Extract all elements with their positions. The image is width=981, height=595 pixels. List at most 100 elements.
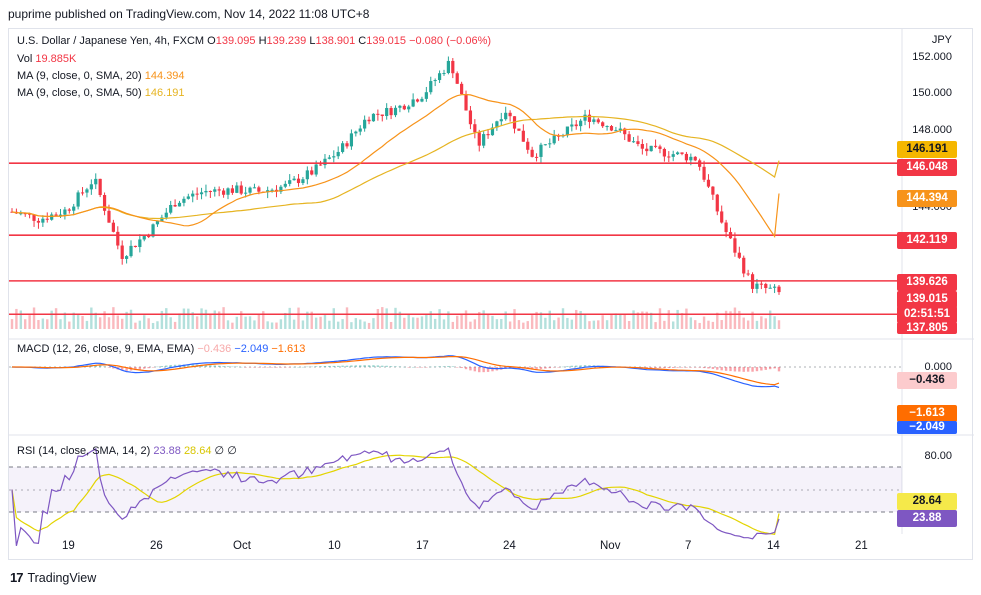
macd-label: MACD (12, 26, close, 9, EMA, EMA) (17, 343, 195, 355)
time-axis-label: 26 (150, 540, 163, 552)
candle-body (314, 164, 318, 175)
macd-hist-bar (98, 365, 102, 367)
tradingview-footer[interactable]: 17 TradingView (10, 570, 96, 585)
candle-body (446, 60, 450, 74)
volume-bar (266, 321, 269, 329)
rsi-legend[interactable]: RSI (14, close, SMA, 14, 2) 23.88 28.64 … (17, 444, 237, 457)
volume-bar (460, 315, 463, 329)
macd-hist-bar (548, 367, 551, 369)
volume-bar (522, 322, 525, 329)
macd-hist-bar (336, 365, 340, 367)
macd-hist-bar (685, 367, 688, 368)
close-label: C (358, 35, 367, 47)
candle-body (142, 236, 146, 240)
macd-hist-bar (720, 367, 723, 371)
volume-bar (535, 311, 538, 329)
volume-bar (429, 311, 432, 329)
chart-frame[interactable]: U.S. Dollar / Japanese Yen, 4h, FXCM O13… (8, 28, 974, 561)
macd-hist-bar (385, 365, 388, 367)
volume-bar (292, 319, 296, 329)
rsi-line (11, 447, 780, 546)
candle-body (54, 214, 58, 216)
volume-bar (724, 310, 728, 329)
candles[interactable] (10, 56, 781, 295)
candle-body (155, 220, 160, 225)
candle-body (411, 99, 415, 107)
macd-hist-bar (279, 367, 283, 368)
candle-body (415, 99, 420, 102)
macd-hist-bar (460, 367, 463, 369)
candle-body (772, 286, 777, 288)
macd-hist-bar (764, 367, 767, 370)
volume-bar (28, 315, 31, 329)
volume-bar (240, 311, 243, 329)
volume-bar (486, 313, 490, 329)
macd-hist-bar (751, 367, 754, 372)
price-tag-level-2: 142.119 (897, 232, 957, 249)
volume-bar (90, 307, 93, 329)
macd-tag-signal: −1.613 (897, 405, 957, 422)
macd-hist-bar (292, 366, 296, 368)
volume-bar (588, 321, 591, 329)
macd-hist-bar (438, 366, 441, 367)
price-tag-ma50: 146.191 (897, 141, 957, 158)
candle-body (63, 209, 67, 215)
macd-hist-bar (716, 367, 719, 370)
macd-hist-bar (284, 367, 287, 368)
macd-hist-bar (332, 365, 335, 367)
candle-body (169, 205, 173, 213)
volume-bar (433, 318, 437, 329)
volume-bar (389, 321, 393, 329)
volume-bar (19, 310, 23, 329)
volume-bar (332, 308, 335, 329)
macd-hist-bar (107, 367, 111, 368)
candle-body (579, 120, 583, 127)
macd-hist-bar (262, 367, 265, 368)
candle-body (614, 130, 618, 132)
ma20-line (11, 93, 780, 238)
candle-body (587, 114, 592, 122)
volume-bar (165, 308, 168, 329)
candle-body (733, 238, 737, 253)
macd-hist-bar (407, 367, 410, 368)
price-tag-countdown: 02:51:51 (897, 306, 957, 323)
macd-legend[interactable]: MACD (12, 26, close, 9, EMA, EMA) −0.436… (17, 343, 305, 355)
rsi-ma-line (11, 454, 780, 535)
candle-body (279, 186, 283, 192)
macd-hist-bar (451, 366, 455, 367)
candle-body (177, 202, 182, 207)
price-axis-label: 150.000 (912, 87, 952, 99)
candle-body (429, 81, 433, 93)
symbol-title: U.S. Dollar / Japanese Yen, 4h, FXCM (17, 35, 205, 47)
volume-bar (121, 318, 124, 329)
volume-bar (257, 314, 261, 329)
volume-legend[interactable]: Vol 19.885K (17, 53, 76, 65)
volume-bar (385, 308, 388, 329)
volume-bar (557, 317, 560, 329)
rsi-tag-sma: 28.64 (897, 493, 957, 510)
macd-hist-bar (222, 366, 225, 367)
ma50-legend[interactable]: MA (9, close, 0, SMA, 50) 146.191 (17, 87, 185, 99)
candle-body (508, 112, 512, 117)
volume-bar (103, 311, 106, 329)
time-axis-label: 10 (328, 540, 341, 552)
volume-bar (729, 311, 732, 329)
low-label: L (309, 35, 316, 47)
macd-hist-bar (654, 367, 657, 368)
candle-body (720, 211, 724, 223)
chart-canvas[interactable] (9, 29, 974, 561)
ma20-legend[interactable]: MA (9, close, 0, SMA, 20) 144.394 (17, 70, 185, 82)
candle-body (684, 153, 689, 161)
macd-hist-bar (306, 366, 309, 368)
symbol-legend[interactable]: U.S. Dollar / Japanese Yen, 4h, FXCM O13… (17, 35, 491, 47)
low-value: 138.901 (315, 35, 356, 47)
volume-bar (94, 312, 97, 329)
macd-signal-line (12, 356, 780, 386)
volume-bar (575, 309, 578, 329)
candle-body (570, 124, 574, 127)
macd-hist-bar (707, 367, 710, 369)
candle-body (477, 132, 481, 146)
volume-bar (411, 317, 415, 329)
macd-hist-bar (482, 367, 485, 373)
volume-value: 19.885K (35, 53, 77, 65)
